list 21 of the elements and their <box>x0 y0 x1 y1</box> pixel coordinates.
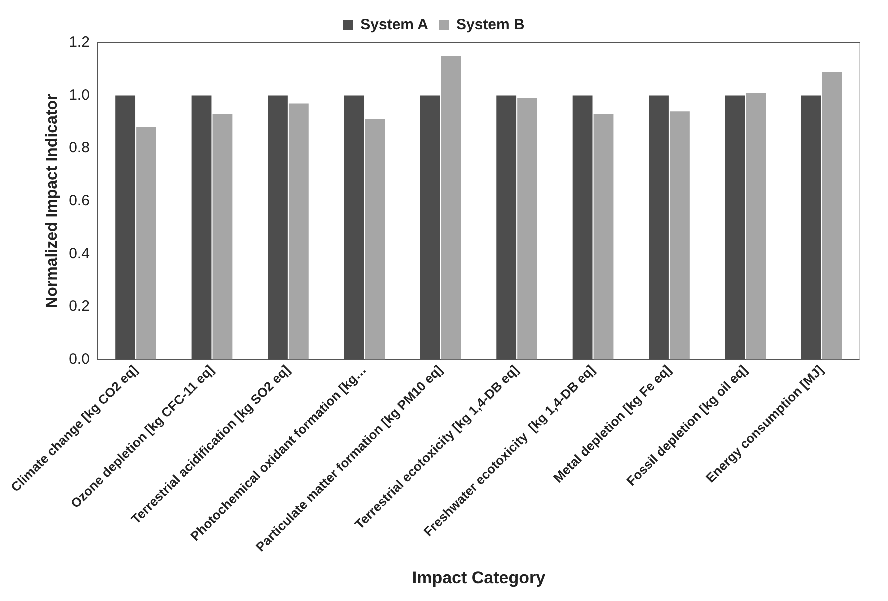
bar <box>212 114 233 360</box>
bar <box>288 104 309 360</box>
bar <box>670 112 690 360</box>
y-tick-label: 1.2 <box>69 34 90 52</box>
bar <box>441 56 462 360</box>
bar <box>136 127 156 360</box>
y-axis-title: Normalized Impact Indicator <box>44 94 61 308</box>
bar <box>822 72 842 360</box>
bar <box>365 120 386 360</box>
x-axis-title: Impact Category <box>412 568 546 588</box>
bar <box>518 98 538 360</box>
y-tick-label: 0.2 <box>69 298 90 316</box>
y-tick-label: 0.6 <box>69 192 90 210</box>
y-tick-label: 1.0 <box>69 86 90 104</box>
y-tick-label: 0.8 <box>69 140 90 157</box>
y-tick-label: 0.0 <box>69 350 90 368</box>
y-tick-label: 0.4 <box>69 245 90 262</box>
legend-label: System B <box>456 16 526 34</box>
legend-label: System A <box>360 16 429 34</box>
bar <box>594 114 614 360</box>
bar <box>746 93 766 360</box>
